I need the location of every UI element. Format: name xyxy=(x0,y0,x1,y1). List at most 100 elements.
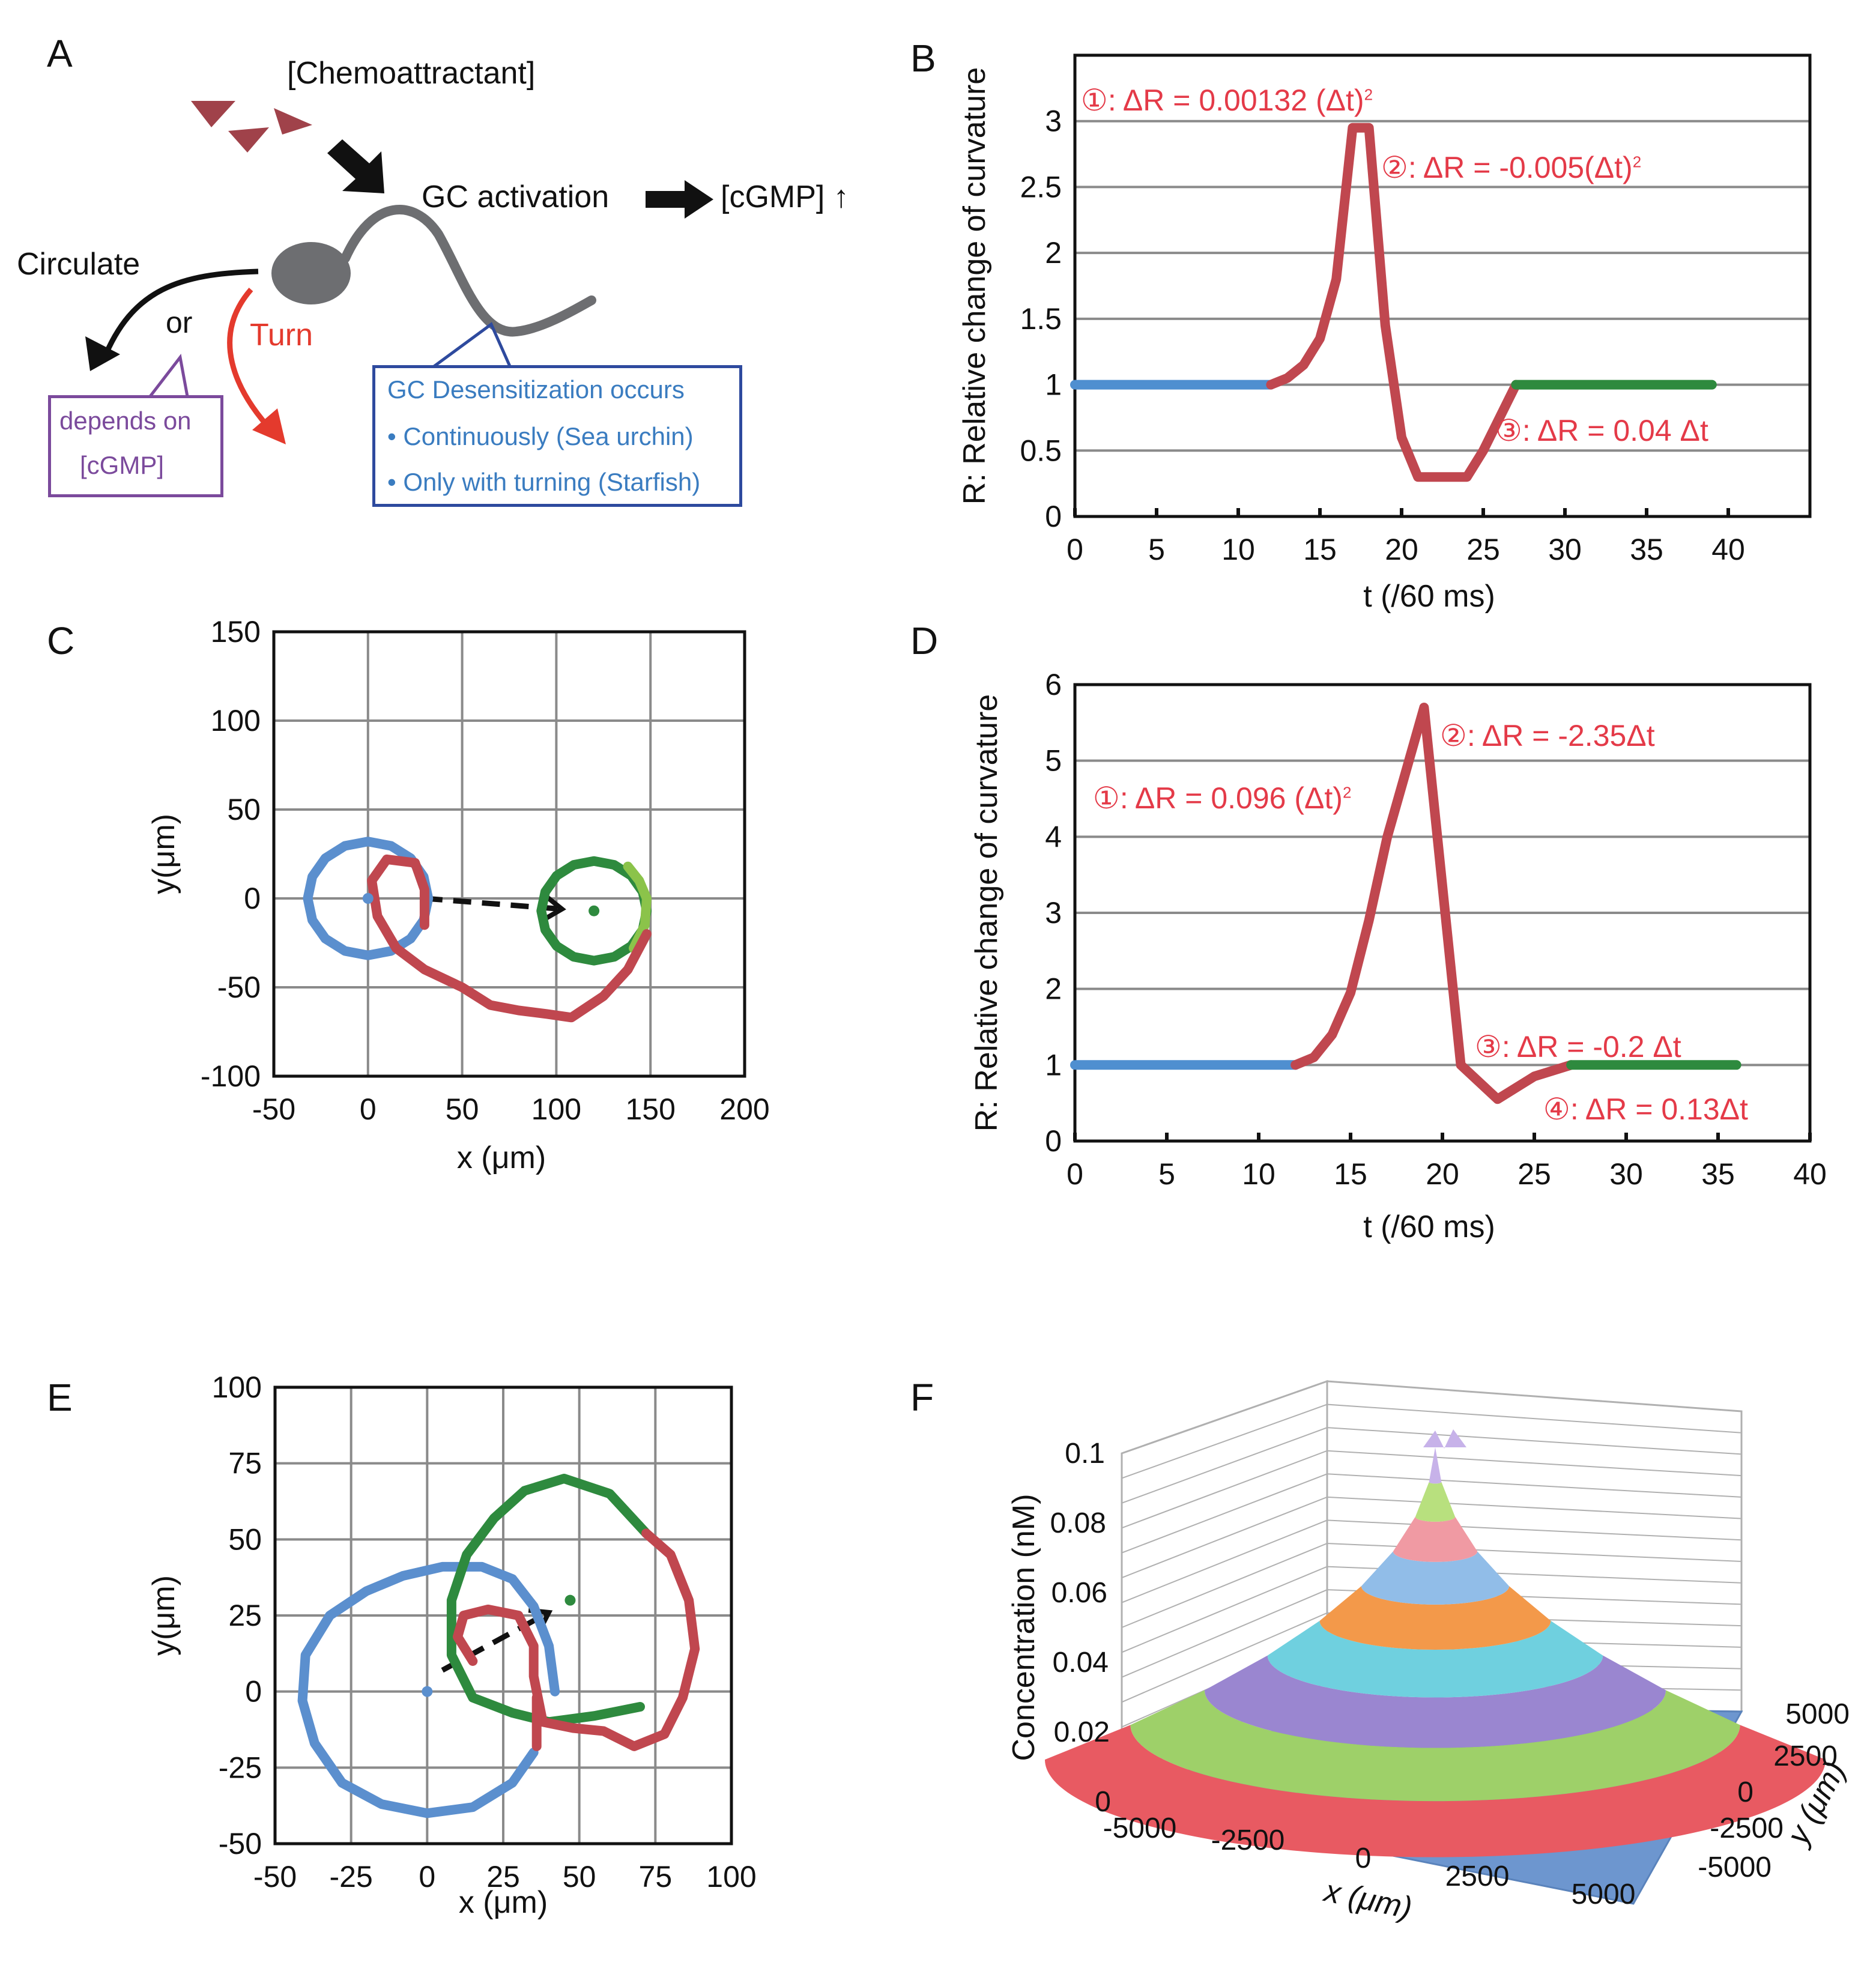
x-tick-label: 40 xyxy=(1793,1157,1827,1191)
z-axis-label: Concentration (nM) xyxy=(1006,1494,1041,1761)
desensitization-box: GC Desensitization occurs • Continuously… xyxy=(372,365,742,507)
depends-on-box: depends on [cGMP] xyxy=(48,395,223,497)
y-tick-label: 0 xyxy=(1737,1776,1753,1808)
x-tick-label: 40 xyxy=(1711,533,1745,566)
y-tick-label: 2 xyxy=(1045,972,1062,1006)
x-tick-label: 5 xyxy=(1148,533,1165,566)
x-tick-label: 30 xyxy=(1609,1157,1643,1191)
panel-letter-e: E xyxy=(47,1376,73,1419)
turn-path xyxy=(227,288,276,435)
dashed-arrow xyxy=(424,895,563,912)
surface-band xyxy=(1415,1482,1456,1522)
y-tick-label: 25 xyxy=(228,1599,262,1632)
dashed-arrow xyxy=(441,1609,551,1673)
x-tick-label: -25 xyxy=(330,1860,373,1894)
y-tick-label: -50 xyxy=(219,1827,262,1861)
x-tick-label: 0 xyxy=(419,1860,435,1894)
wall-gridline xyxy=(1121,1380,1742,1454)
depends-line2: [cGMP] xyxy=(80,451,165,479)
annotation-d-1: ①: ΔR = 0.096 (Δt)2 xyxy=(1093,781,1352,815)
chemoattractant-molecule xyxy=(191,101,235,127)
x-axis-label: x (μm) xyxy=(1320,1873,1415,1926)
center-point xyxy=(362,893,374,904)
surface-band xyxy=(1045,1725,1826,1857)
z-tick-label: 0.04 xyxy=(1053,1647,1109,1679)
y-tick-label: 1.5 xyxy=(1020,302,1062,336)
wall-gridline xyxy=(1121,1589,1742,1678)
y-tick-label: 5 xyxy=(1045,744,1062,778)
wall-gridline xyxy=(1121,1450,1742,1529)
bubble-pointer xyxy=(149,354,189,398)
wall-gridline xyxy=(1121,1496,1742,1579)
y-tick-label: 1 xyxy=(1045,1048,1062,1082)
annotation-b-2: ②: ΔR = -0.005(Δt)2 xyxy=(1381,151,1642,184)
y-tick-label: 2.5 xyxy=(1020,170,1062,204)
chemoattractant-molecule xyxy=(228,127,269,153)
x-tick-label: 100 xyxy=(531,1092,581,1126)
x-tick-label: 75 xyxy=(639,1860,673,1894)
circulate-path xyxy=(100,268,259,362)
annotation-b-1: ①: ΔR = 0.00132 (Δt)2 xyxy=(1081,83,1373,117)
arrow-icon xyxy=(327,139,384,193)
x-tick-label: 20 xyxy=(1426,1157,1459,1191)
gc-activation-label: GC activation xyxy=(422,180,610,214)
annotation-b-3: ③: ΔR = 0.04 Δt xyxy=(1495,414,1708,447)
x-tick-label: 10 xyxy=(1242,1157,1275,1191)
y-axis-label: y(μm) xyxy=(147,814,181,894)
surface-band xyxy=(1429,1447,1442,1484)
wall-gridline xyxy=(1121,1542,1742,1628)
x-tick-label: 0 xyxy=(1355,1842,1372,1874)
x-axis-label: x (μm) xyxy=(457,1140,546,1175)
x-tick-label: 150 xyxy=(625,1092,675,1126)
z-tick-label: 0.1 xyxy=(1065,1438,1105,1470)
desens-item-2: • Only with turning (Starfish) xyxy=(387,468,701,496)
y-tick-label: 5000 xyxy=(1785,1698,1850,1730)
wall-gridline xyxy=(1121,1566,1742,1653)
wall-gridline xyxy=(1121,1612,1742,1703)
annotation-d-4: ④: ΔR = 0.13Δt xyxy=(1543,1092,1748,1126)
x-tick-label: 15 xyxy=(1334,1157,1367,1191)
x-tick-label: 35 xyxy=(1630,533,1663,566)
plot-frame xyxy=(273,1385,733,1845)
cgmp-up-label: [cGMP] ↑ xyxy=(721,180,849,214)
y-axis-label: y(μm) xyxy=(147,1575,181,1656)
center-point xyxy=(589,905,600,916)
y-tick-label: 3 xyxy=(1045,104,1062,138)
desens-title: GC Desensitization occurs xyxy=(387,375,685,404)
x-tick-label: 50 xyxy=(563,1860,596,1894)
plot-frame xyxy=(272,630,746,1078)
arrow-head-icon xyxy=(543,894,566,922)
x-tick-label: -50 xyxy=(252,1092,295,1126)
x-tick-label: 100 xyxy=(706,1860,756,1894)
center-point xyxy=(564,1594,576,1606)
x-tick-label: 25 xyxy=(1466,533,1500,566)
series-blue-circle xyxy=(297,1561,560,1818)
wall-gridline xyxy=(1121,1519,1742,1603)
surface-band xyxy=(1204,1655,1666,1748)
surface-band xyxy=(1267,1620,1603,1698)
y-tick-label: 0 xyxy=(244,882,261,915)
y-tick-label: 75 xyxy=(228,1447,262,1480)
z-tick-label: 0.06 xyxy=(1051,1577,1107,1609)
chemoattractant-molecule xyxy=(274,108,312,135)
series-green-light-arc xyxy=(623,861,652,953)
panel-letter-c: C xyxy=(47,619,75,662)
y-tick-label: 50 xyxy=(227,793,261,826)
y-tick-label: 0 xyxy=(245,1675,262,1709)
y-tick-label: -2500 xyxy=(1710,1812,1784,1844)
y-axis-label: R: Relative change of curvature xyxy=(969,694,1004,1131)
x-tick-label: 25 xyxy=(486,1860,520,1894)
z-tick-label: 0.02 xyxy=(1054,1716,1110,1748)
y-tick-label: -5000 xyxy=(1698,1851,1772,1883)
x-tick-label: 200 xyxy=(719,1092,769,1126)
x-tick-label: -50 xyxy=(253,1860,297,1894)
sperm-head xyxy=(271,242,351,304)
panel-letter-b: B xyxy=(910,37,936,80)
x-axis-label: x (μm) xyxy=(459,1885,548,1920)
plot-frame xyxy=(1073,53,1812,518)
x-tick-label: 2500 xyxy=(1445,1861,1510,1892)
